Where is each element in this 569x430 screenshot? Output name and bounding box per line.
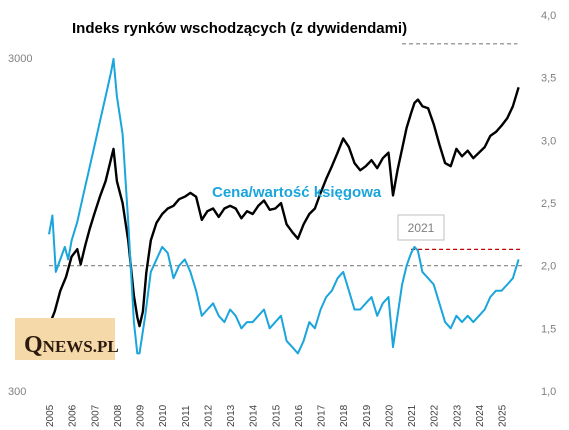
right-tick-label: 2,0 <box>541 261 556 273</box>
right-tick-label: 1,5 <box>541 323 556 335</box>
series-label-price-to-book: Cena/wartość księgowa <box>212 184 382 201</box>
left-tick-label: 300 <box>8 386 26 398</box>
x-tick-label: 2005 <box>45 404 56 427</box>
logo-q: Q <box>24 332 43 358</box>
x-tick-label: 2006 <box>68 404 79 427</box>
x-tick-label: 2017 <box>317 404 328 427</box>
x-tick-label: 2025 <box>498 404 509 427</box>
right-axis: 1,0 1,5 2,0 2,5 3,0 3,5 4,0 <box>541 10 556 398</box>
left-tick-label: 3000 <box>8 53 32 65</box>
x-tick-label: 2022 <box>430 404 441 427</box>
x-tick-label: 2016 <box>294 404 305 427</box>
series-line-price-to-book <box>48 57 520 355</box>
x-tick-label: 2010 <box>158 404 169 427</box>
series-layer <box>47 57 520 355</box>
series-line-index <box>47 86 520 328</box>
x-axis: 2005 2006 2007 2008 2009 2010 2011 2012 2013 2014… <box>45 404 509 427</box>
x-tick-label: 2014 <box>249 404 260 427</box>
x-tick-label: 2013 <box>226 404 237 427</box>
left-axis: 300 3000 <box>8 53 32 398</box>
reference-lines <box>49 43 522 267</box>
logo-rest: NEWS.PL <box>43 337 119 356</box>
x-tick-label: 2020 <box>385 404 396 427</box>
logo-text: QNEWS.PL <box>24 332 119 358</box>
x-tick-label: 2009 <box>136 404 147 427</box>
x-tick-label: 2023 <box>452 404 463 427</box>
logo-background <box>15 318 115 360</box>
right-tick-label: 3,0 <box>541 135 556 147</box>
right-tick-label: 3,5 <box>541 73 556 85</box>
x-tick-label: 2011 <box>181 405 192 427</box>
x-tick-label: 2021 <box>407 404 418 427</box>
right-tick-label: 1,0 <box>541 386 556 398</box>
chart-title: Indeks rynków wschodzących (z dywidendam… <box>72 20 407 37</box>
x-tick-label: 2012 <box>203 404 214 427</box>
x-tick-label: 2018 <box>339 404 350 427</box>
right-tick-label: 4,0 <box>541 10 556 22</box>
x-tick-label: 2015 <box>271 404 282 427</box>
annotation-2021-label: 2021 <box>408 221 435 235</box>
x-tick-label: 2019 <box>362 404 373 427</box>
annotation-2021-box <box>397 214 445 241</box>
logo: QNEWS.PL <box>15 318 119 360</box>
x-tick-label: 2024 <box>475 404 486 427</box>
right-tick-label: 2,5 <box>541 198 556 210</box>
x-tick-label: 2008 <box>113 404 124 427</box>
x-tick-label: 2007 <box>90 404 101 427</box>
annotation-2021: 2021 <box>397 214 445 241</box>
